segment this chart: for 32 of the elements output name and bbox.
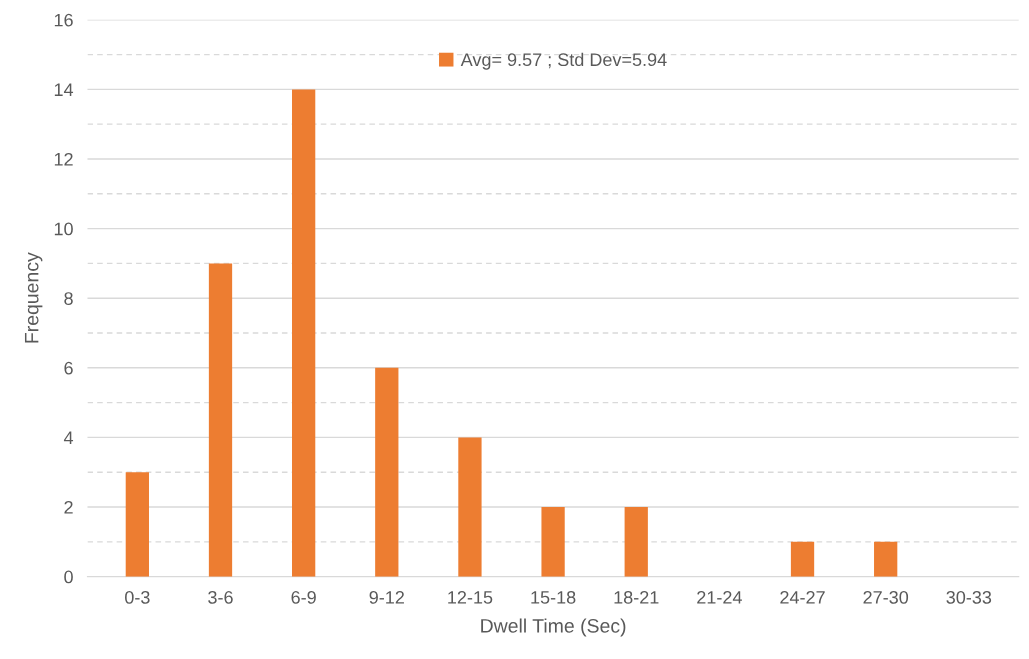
bar (125, 472, 149, 577)
x-tick-label: 12-15 (448, 590, 493, 604)
y-tick-label: 12 (54, 152, 73, 166)
bar (458, 437, 482, 577)
x-tick-label: 6-9 (291, 590, 316, 604)
x-tick-label: 21-24 (697, 590, 742, 604)
x-tick-label: 27-30 (863, 590, 909, 604)
bar (375, 367, 399, 577)
x-axis-title: Dwell Time (Sec) (481, 618, 626, 637)
y-tick-label: 0 (64, 570, 73, 584)
bar (874, 541, 898, 577)
y-tick-label: 8 (64, 292, 73, 305)
x-tick-label: 9-12 (369, 590, 404, 604)
bar (292, 89, 316, 577)
x-tick-label: 30-33 (946, 590, 992, 604)
y-axis-title: Frequency (24, 252, 43, 343)
x-tick-label: 24-27 (780, 590, 825, 604)
bar (541, 507, 565, 577)
y-tick-label: 16 (54, 13, 73, 27)
bar (624, 507, 648, 577)
x-tick-label: 3-6 (208, 590, 233, 604)
y-tick-label: 10 (54, 222, 73, 236)
x-tick-label: 18-21 (614, 590, 659, 604)
y-tick-label: 14 (54, 83, 74, 96)
y-tick-label: 6 (64, 361, 73, 375)
legend-label: Avg= 9.57 ; Std Dev=5.94 (460, 52, 667, 70)
y-tick-label: 2 (64, 500, 73, 514)
bar (208, 263, 233, 577)
bar (790, 541, 815, 577)
x-tick-label: 15-18 (531, 590, 576, 604)
y-tick-label: 4 (63, 431, 74, 444)
x-tick-label: 0-3 (125, 590, 150, 604)
